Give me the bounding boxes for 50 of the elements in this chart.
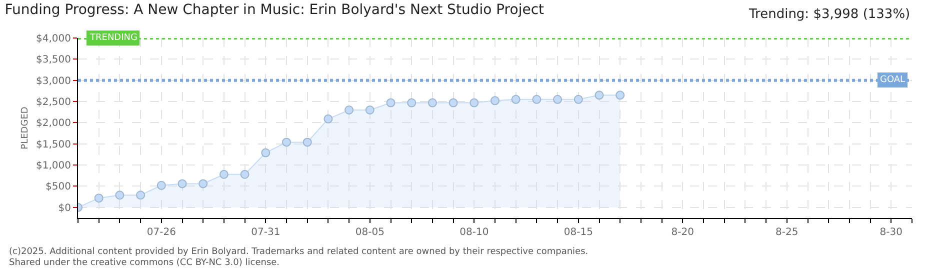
point (156, 180, 166, 190)
point (282, 138, 291, 147)
y-tick-label: $3,500 (36, 54, 71, 66)
x-tick-label: 8-20 (671, 227, 694, 238)
ref-line-label: GOAL (880, 75, 906, 85)
point (240, 170, 250, 179)
point (365, 106, 374, 114)
y-tick-label: $1,500 (36, 139, 71, 150)
point (136, 190, 146, 200)
y-axis-title: PLEDGED (20, 106, 30, 150)
text: Shared under the creative commons (CC BY-NC 3.0) license. (9, 258, 280, 268)
x-tick-label: 08-05 (355, 227, 384, 238)
point (407, 98, 416, 108)
y-tick-label: $500 (46, 182, 71, 193)
point (115, 190, 124, 200)
y-tick-label: $0 (58, 202, 71, 214)
x-tick-label: 08-15 (564, 227, 593, 238)
point (553, 94, 562, 104)
point (616, 90, 625, 100)
y-tick-label: $1,000 (36, 160, 71, 172)
y-tick-label: $2,000 (36, 118, 71, 130)
x-tick-label: 8-25 (776, 227, 798, 238)
point (324, 114, 333, 124)
y-tick-label: $3,000 (36, 76, 71, 87)
point (511, 94, 520, 104)
point (219, 170, 228, 179)
point (594, 90, 604, 100)
point (94, 194, 104, 203)
point (261, 148, 270, 158)
x-tick-label: 08-10 (460, 227, 489, 238)
point (428, 98, 437, 108)
point (302, 138, 312, 147)
point (178, 179, 187, 188)
point (344, 106, 354, 114)
text: (c)2025. Additional content provided by Erin Bolyard. Trademarks and related content are owned by their respective companies. (9, 247, 588, 257)
point (448, 98, 458, 108)
point (470, 98, 479, 108)
x-tick-label: 07-31 (251, 227, 280, 238)
chart-subtitle: Trending: $3,998 (133%) (748, 7, 910, 22)
ref-line-label: TRENDING (89, 33, 138, 43)
y-tick-label: $2,500 (36, 97, 71, 108)
x-tick-label: 8-30 (880, 227, 902, 238)
point (574, 94, 583, 104)
y-tick-label: $4,000 (36, 34, 71, 44)
x-tick-label: 07-26 (146, 227, 176, 238)
point (386, 98, 396, 108)
point (198, 179, 208, 188)
chart-title: Funding Progress: A New Chapter in Music: Erin Bolyard's Next Studio Project (4, 2, 545, 18)
point (532, 94, 542, 104)
point (490, 96, 500, 106)
